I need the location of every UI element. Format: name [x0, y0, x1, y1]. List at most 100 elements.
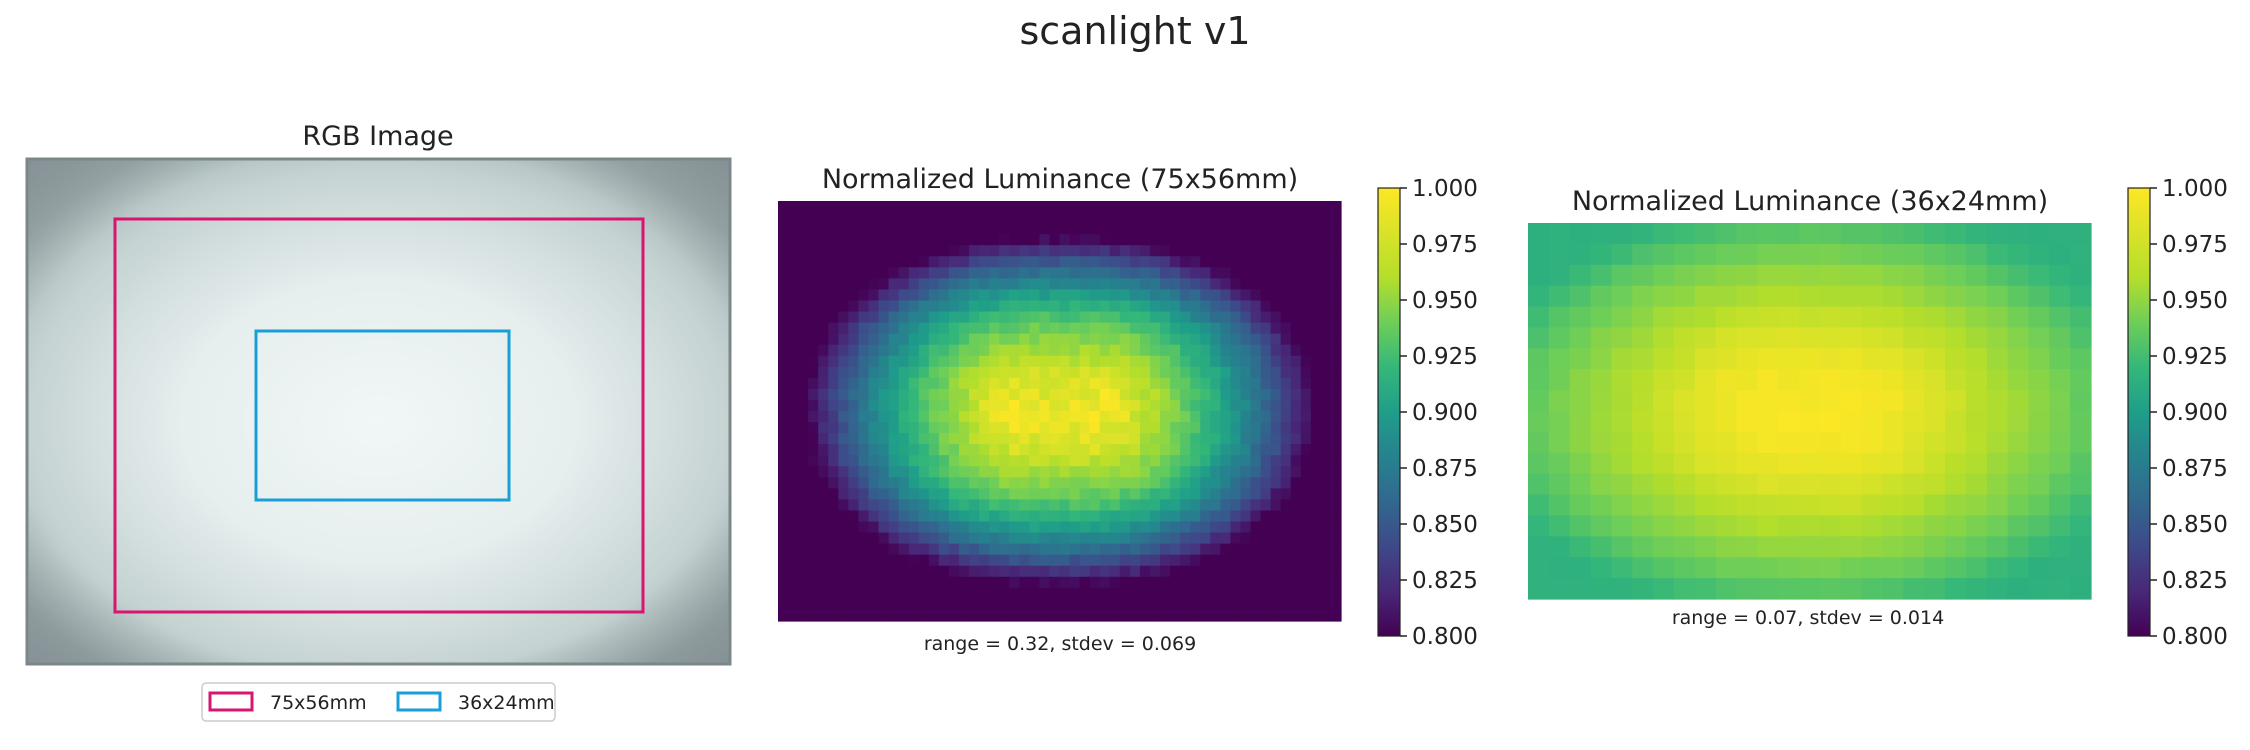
heatmap-cell	[1210, 411, 1221, 423]
heatmap-cell	[1180, 344, 1191, 357]
heatmap-cell	[1049, 609, 1061, 622]
heatmap-cell	[1230, 466, 1242, 478]
heatmap-cell	[1548, 223, 1571, 245]
heatmap-cell	[1230, 377, 1242, 390]
heatmap-cell	[1160, 587, 1171, 600]
heatmap-cell	[1170, 521, 1181, 534]
heatmap-cell	[1149, 444, 1161, 456]
heatmap-cell	[1069, 510, 1081, 523]
heatmap-cell	[1230, 355, 1242, 368]
heatmap-cell	[938, 477, 950, 489]
heatmap-cell	[1069, 256, 1081, 268]
heatmap-cell	[1039, 399, 1051, 412]
heatmap-cell	[1129, 212, 1141, 224]
heatmap-cell	[1160, 399, 1171, 412]
heatmap-cell	[1861, 452, 1884, 475]
heatmap-cell	[1270, 377, 1282, 390]
heatmap-cell	[958, 256, 970, 268]
heatmap-cell	[788, 201, 799, 213]
heatmap-cell	[808, 289, 819, 302]
heatmap-cell	[1290, 510, 1302, 523]
panel-luminance-75x56: Normalized Luminance (75x56mm) range = 0…	[778, 164, 1478, 655]
heatmap-cell	[958, 477, 970, 489]
heatmap-cell	[1200, 234, 1211, 246]
heatmap-cell	[1210, 554, 1221, 567]
heatmap-cell	[1260, 289, 1272, 302]
heatmap-cell	[1049, 543, 1061, 556]
heatmap-cell	[989, 543, 1000, 556]
heatmap-cell	[1300, 488, 1312, 501]
heatmap-cell	[1059, 576, 1071, 589]
heatmap-cell	[888, 609, 900, 622]
colorbar-tick-label: 0.950	[2162, 288, 2228, 314]
heatmap-cell	[878, 455, 890, 467]
heatmap-cell	[1260, 344, 1272, 357]
heatmap-cell	[989, 444, 1000, 456]
heatmap-cell	[1009, 311, 1020, 324]
heatmap-cell	[788, 289, 799, 302]
heatmap-cell	[1230, 201, 1242, 213]
heatmap-cell	[1240, 455, 1252, 467]
heatmap-cell	[1840, 264, 1863, 287]
heatmap-cell	[878, 256, 890, 268]
heatmap-cell	[1029, 388, 1040, 401]
heatmap-cell	[1089, 455, 1101, 467]
heatmap-cell	[1079, 466, 1091, 478]
heatmap-cell	[1736, 473, 1758, 496]
heatmap-cell	[1840, 390, 1863, 412]
heatmap-cell	[1160, 300, 1171, 313]
heatmap-cell	[1270, 322, 1282, 335]
heatmap-cell	[928, 499, 940, 512]
heatmap-cell	[1230, 344, 1242, 357]
heatmap-cell	[1778, 348, 1800, 370]
heatmap-cell	[958, 455, 970, 467]
heatmap-cell	[838, 311, 849, 324]
heatmap-cell	[1200, 510, 1211, 523]
heatmap-cell	[1210, 565, 1221, 578]
heatmap-cell	[1210, 499, 1221, 512]
heatmap-cell	[858, 333, 870, 346]
heatmap-cell	[1059, 245, 1071, 257]
heatmap-cell	[1310, 212, 1322, 224]
panel-title: Normalized Luminance (75x56mm)	[822, 164, 1298, 195]
heatmap-cell	[1320, 499, 1332, 512]
heatmap-cell	[989, 322, 1000, 335]
heatmap-cell	[1069, 532, 1081, 545]
heatmap-cell	[1280, 488, 1292, 501]
heatmap-cell	[1799, 327, 1821, 349]
heatmap-cell	[1139, 433, 1151, 445]
heatmap-cell	[918, 477, 930, 489]
heatmap-cell	[808, 477, 819, 489]
heatmap-cell	[1240, 311, 1252, 324]
heatmap-cell	[788, 477, 799, 489]
heatmap-cell	[1330, 466, 1342, 478]
heatmap-cell	[948, 366, 960, 379]
heatmap-cell	[1653, 306, 1675, 329]
heatmap-cell	[788, 278, 799, 291]
heatmap-cell	[1109, 609, 1121, 622]
heatmap-cell	[1079, 598, 1091, 611]
heatmap-cell	[1260, 234, 1272, 246]
heatmap-cell	[969, 554, 980, 567]
heatmap-cell	[1240, 477, 1252, 489]
heatmap-cell	[2007, 348, 2030, 370]
legend-label-75x56mm: 75x56mm	[270, 692, 367, 714]
heatmap-cell	[1059, 333, 1071, 346]
heatmap-cell	[848, 477, 860, 489]
heatmap-cell	[778, 499, 789, 512]
heatmap-cell	[1653, 348, 1675, 370]
heatmap-cell	[908, 311, 920, 324]
heatmap-cell	[858, 267, 870, 279]
heatmap-cell	[1190, 223, 1201, 235]
heatmap-cell	[868, 388, 880, 401]
heatmap-cell	[1059, 521, 1071, 534]
heatmap-cell	[1220, 278, 1232, 291]
heatmap-cell	[1290, 444, 1302, 456]
heatmap-cell	[888, 532, 900, 545]
heatmap-cell	[1049, 576, 1061, 589]
heatmap-cell	[1109, 311, 1121, 324]
heatmap-cell	[1039, 311, 1051, 324]
heatmap-cell	[838, 289, 849, 302]
heatmap-cell	[1260, 477, 1272, 489]
heatmap-cell	[1310, 267, 1322, 279]
